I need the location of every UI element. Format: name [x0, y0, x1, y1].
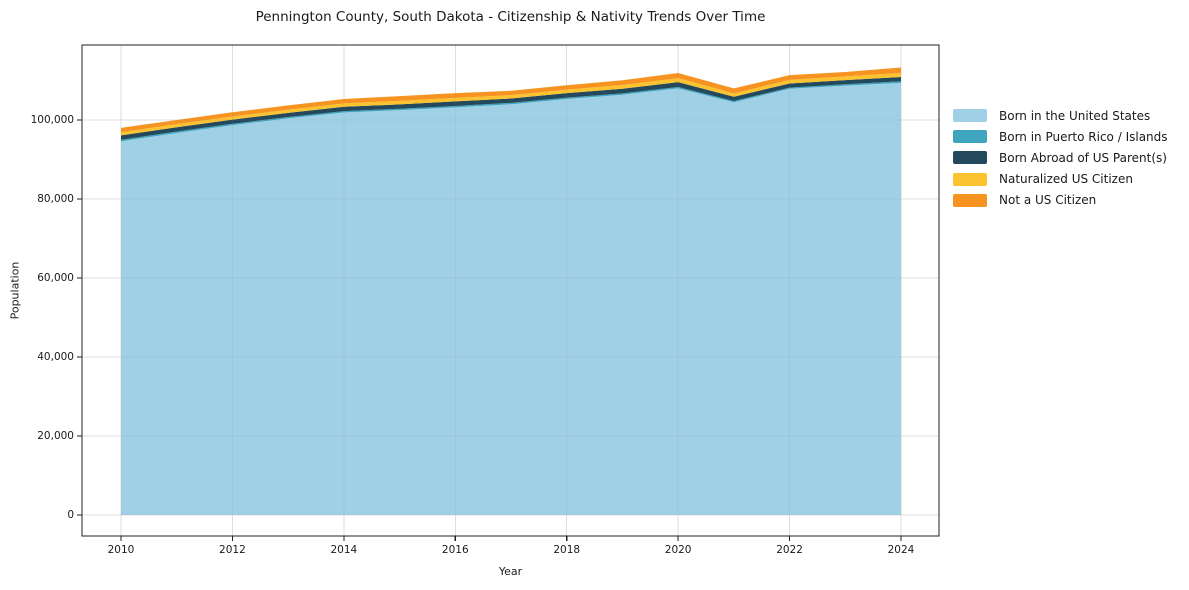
area-series-4: [121, 67, 901, 133]
x-tick-label: 2018: [553, 544, 581, 556]
plot-border: [81, 44, 940, 537]
y-tick-label: 20,000: [37, 430, 74, 442]
legend-item-not-citizen: Not a US Citizen: [953, 190, 1168, 211]
legend-swatch-born-us: [953, 109, 987, 123]
x-tick-label: 2024: [887, 544, 915, 556]
y-tick-label: 100,000: [30, 114, 74, 126]
x-axis-label: Year: [498, 565, 523, 578]
y-tick-label: 60,000: [37, 272, 74, 284]
legend-swatch-born-abroad: [953, 151, 987, 165]
y-tick-label: 40,000: [37, 351, 74, 363]
gridlines-overlay: [82, 45, 939, 536]
x-tick-label: 2020: [664, 544, 692, 556]
legend-item-naturalized: Naturalized US Citizen: [953, 169, 1168, 190]
legend-label-puerto-rico: Born in Puerto Rico / Islands: [999, 129, 1168, 144]
x-tick-label: 2010: [107, 544, 135, 556]
area-series-3: [121, 72, 901, 136]
legend-swatch-not-citizen: [953, 193, 987, 207]
legend-item-born-us: Born in the United States: [953, 105, 1168, 126]
x-tick-label: 2014: [330, 544, 358, 556]
y-tick-label: 80,000: [37, 193, 74, 205]
legend-label-not-citizen: Not a US Citizen: [999, 193, 1097, 208]
legend-swatch-puerto-rico: [953, 130, 987, 144]
x-tick-label: 2016: [441, 544, 469, 556]
y-tick-label: 0: [67, 509, 74, 521]
chart-title: Pennington County, South Dakota - Citize…: [255, 9, 766, 25]
legend-label-born-us: Born in the United States: [999, 108, 1151, 123]
legend-label-naturalized: Naturalized US Citizen: [999, 172, 1133, 187]
y-axis-label: Population: [8, 261, 22, 320]
legend-item-born-abroad: Born Abroad of US Parent(s): [953, 147, 1168, 168]
legend-item-puerto-rico: Born in Puerto Rico / Islands: [953, 126, 1168, 147]
tick-marks: [77, 119, 902, 541]
stacked-areas: [121, 67, 901, 516]
legend-swatch-naturalized: [953, 172, 987, 186]
x-tick-label: 2022: [776, 544, 803, 556]
legend-label-born-abroad: Born Abroad of US Parent(s): [999, 150, 1167, 165]
area-series-2: [121, 76, 901, 140]
x-tick-label: 2012: [219, 544, 246, 556]
area-series-0: [121, 82, 901, 516]
legend: Born in the United States Born in Puerto…: [953, 105, 1168, 211]
